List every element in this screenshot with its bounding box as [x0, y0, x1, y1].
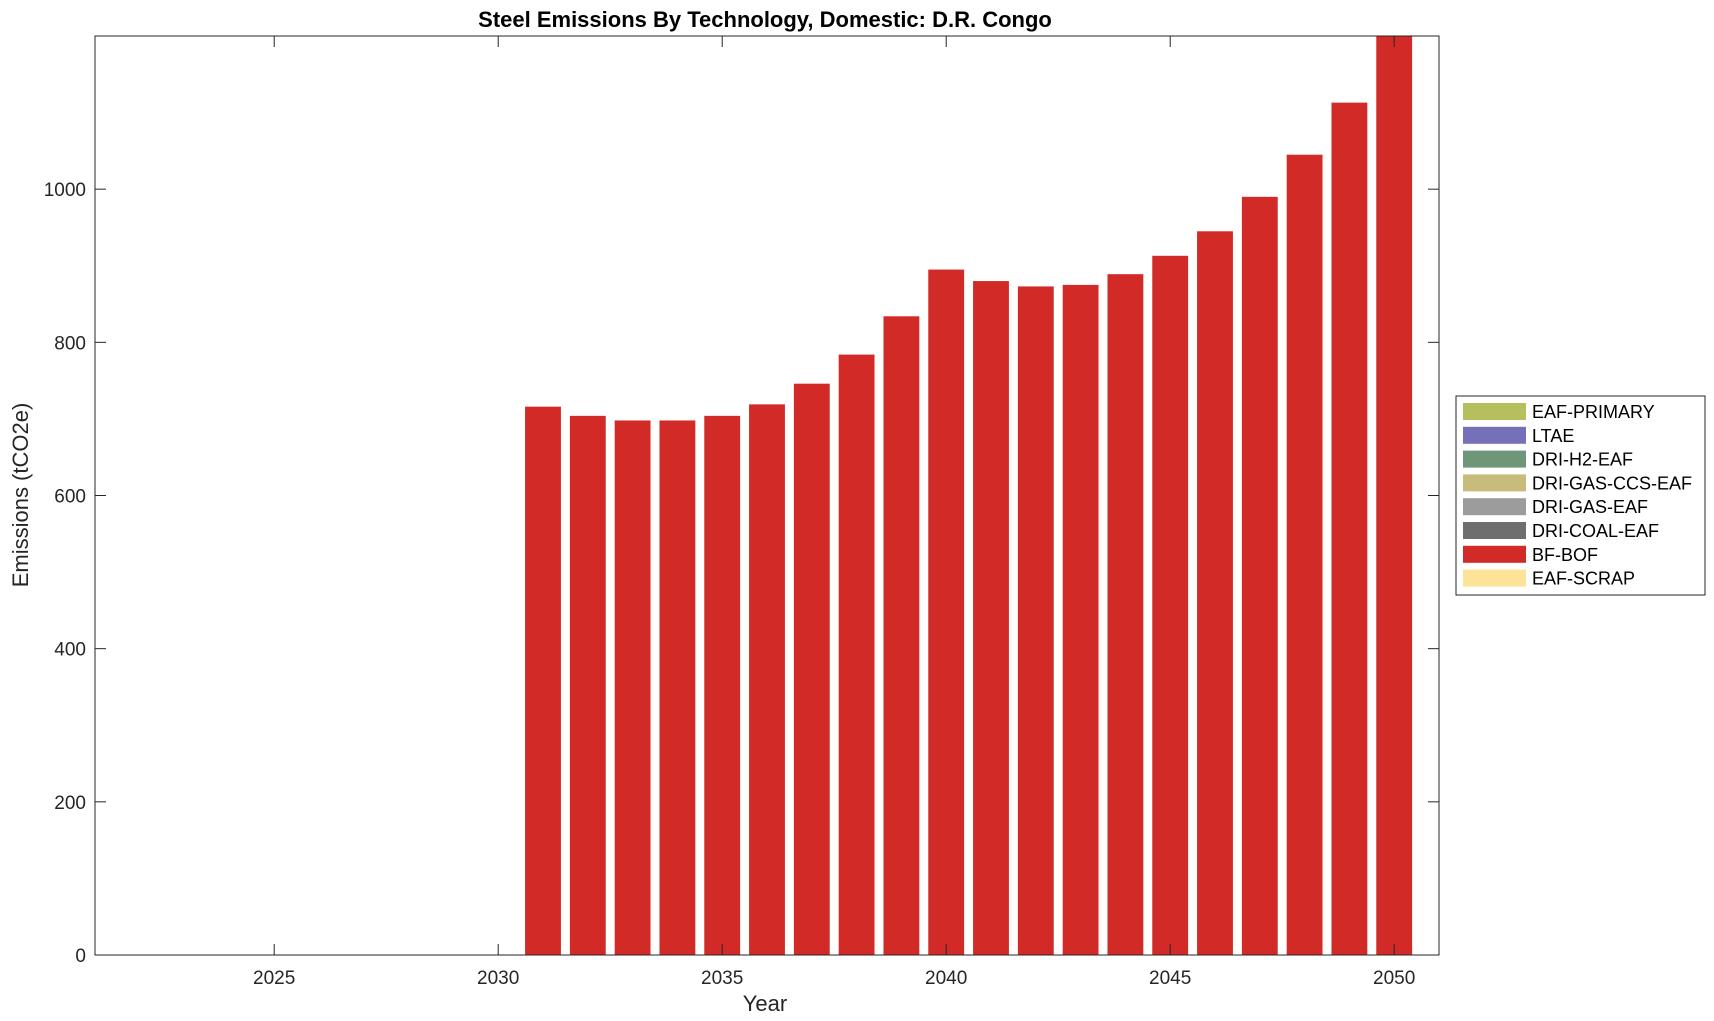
bar-bf-bof-2049 — [1331, 102, 1368, 955]
bar-bf-bof-2047 — [1241, 196, 1278, 955]
legend-swatch-ltae — [1463, 426, 1526, 444]
y-tick-label: 0 — [75, 946, 86, 967]
legend-box — [1455, 395, 1706, 596]
bar-bf-bof-2035 — [704, 415, 741, 955]
bar-bf-bof-2032 — [569, 415, 606, 955]
bar-bf-bof-2037 — [793, 383, 830, 955]
legend-label-eaf-scrap: EAF-SCRAP — [1532, 569, 1635, 589]
bar-bf-bof-2040 — [928, 269, 965, 955]
bar-bf-bof-2043 — [1062, 284, 1099, 955]
bar-bf-bof-2038 — [838, 354, 875, 955]
x-tick-label: 2040 — [925, 968, 967, 989]
bar-bf-bof-2031 — [525, 406, 561, 955]
bars-layer — [525, 36, 1413, 956]
bar-bf-bof-2046 — [1197, 231, 1233, 956]
legend-label-dri-h2-eaf: DRI-H2-EAF — [1532, 450, 1633, 470]
bar-bf-bof-2044 — [1107, 274, 1144, 955]
plot-frame — [94, 35, 1440, 956]
legend-swatch-bf-bof — [1463, 545, 1526, 563]
x-tick-label: 2025 — [253, 968, 295, 989]
legend-label-dri-gas-ccs-eaf: DRI-GAS-CCS-EAF — [1532, 473, 1692, 493]
ticks-layer: 2025 2030 2035 2040 2045 2050 0 200 400 600 800 100… — [44, 36, 1439, 989]
bar-bf-bof-2041 — [973, 281, 1009, 956]
legend-label-dri-coal-eaf: DRI-COAL-EAF — [1532, 521, 1659, 541]
y-tick-label: 400 — [54, 640, 86, 661]
legend-swatch-eaf-primary — [1463, 403, 1526, 420]
bar-bf-bof-2050 — [1376, 36, 1413, 955]
y-tick-label: 200 — [54, 793, 86, 814]
x-axis-label: Year — [743, 991, 787, 1016]
x-tick-label: 2030 — [477, 968, 519, 989]
bar-bf-bof-2034 — [659, 420, 696, 955]
legend-label-ltae: LTAE — [1532, 426, 1574, 446]
legend: EAF-PRIMARY LTAE DRI-H2-EAF DRI-GAS-CCS-EAF… — [1455, 395, 1706, 596]
legend-swatch-dri-gas-eaf — [1463, 498, 1526, 516]
legend-swatch-dri-coal-eaf — [1463, 522, 1526, 539]
bar-bf-bof-2048 — [1286, 154, 1323, 955]
x-tick-label: 2045 — [1149, 968, 1191, 989]
y-tick-label: 1000 — [44, 180, 86, 201]
bar-bf-bof-2045 — [1152, 255, 1189, 955]
legend-swatch-eaf-scrap — [1463, 569, 1526, 587]
y-tick-label: 800 — [54, 333, 86, 354]
x-tick-label: 2050 — [1373, 968, 1415, 989]
bar-bf-bof-2033 — [614, 420, 651, 955]
y-tick-label: 600 — [54, 487, 86, 508]
x-tick-label: 2035 — [701, 968, 743, 989]
legend-label-eaf-primary: EAF-PRIMARY — [1532, 402, 1655, 422]
y-axis-label: Emissions (tCO2e) — [8, 403, 33, 588]
legend-label-dri-gas-eaf: DRI-GAS-EAF — [1532, 497, 1648, 517]
legend-label-bf-bof: BF-BOF — [1532, 545, 1598, 565]
bar-bf-bof-2039 — [883, 316, 920, 955]
legend-swatch-dri-gas-ccs-eaf — [1463, 474, 1526, 492]
bar-bf-bof-2036 — [749, 404, 785, 955]
chart-title: Steel Emissions By Technology, Domestic:… — [478, 7, 1052, 32]
bar-bf-bof-2042 — [1017, 286, 1054, 955]
legend-swatch-dri-h2-eaf — [1463, 450, 1526, 468]
